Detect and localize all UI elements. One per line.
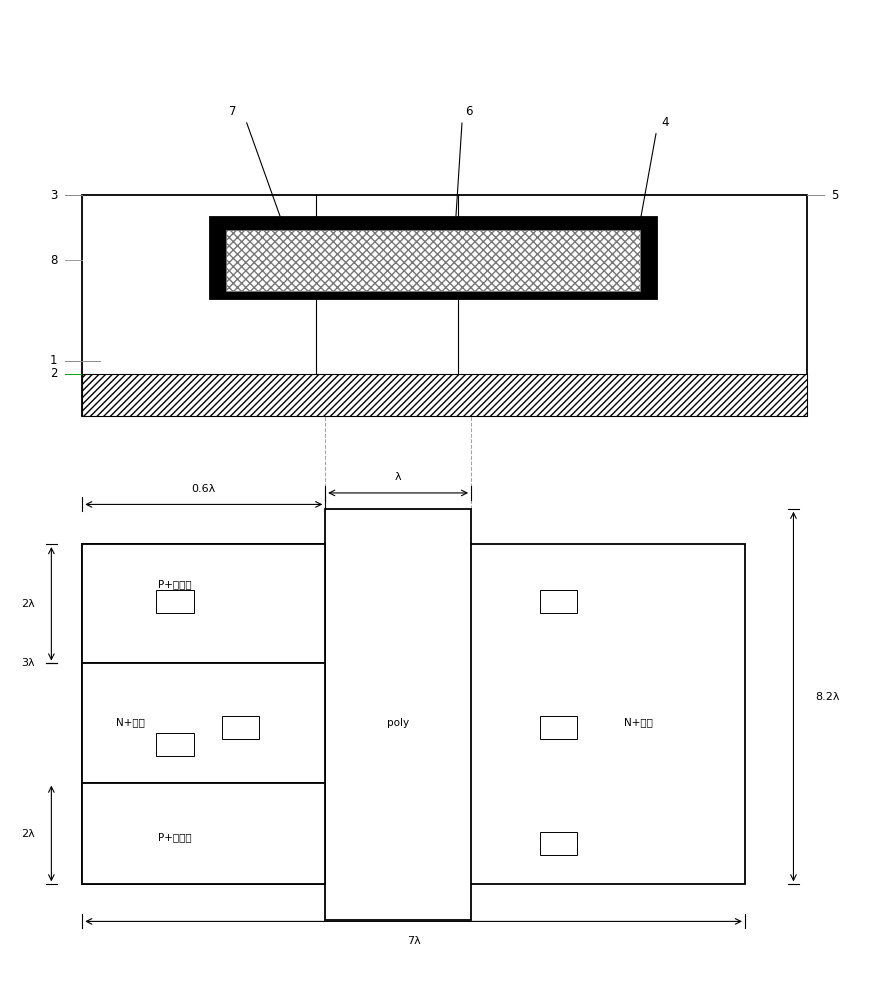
Bar — [83, 195, 806, 416]
Text: 3: 3 — [50, 189, 58, 202]
Text: 7λ: 7λ — [406, 936, 420, 946]
Bar — [83, 663, 325, 783]
Text: 4: 4 — [661, 116, 669, 129]
Text: via: via — [169, 740, 180, 749]
Text: P+有源区: P+有源区 — [158, 579, 192, 589]
Text: 5: 5 — [831, 189, 839, 202]
Bar — [222, 716, 259, 739]
Text: P+有源区: P+有源区 — [158, 832, 192, 842]
Bar — [227, 230, 640, 291]
Text: 2: 2 — [50, 367, 58, 380]
Bar — [540, 716, 577, 739]
Text: N+源端: N+源端 — [116, 718, 145, 728]
Text: N+漏端: N+漏端 — [624, 718, 653, 728]
Bar — [83, 544, 325, 663]
Bar — [156, 590, 194, 613]
Text: 8: 8 — [50, 254, 58, 267]
Text: via: via — [169, 597, 180, 606]
Text: 3λ: 3λ — [20, 658, 35, 668]
Text: via: via — [235, 723, 246, 732]
Bar — [211, 217, 657, 299]
Text: 2λ: 2λ — [20, 829, 35, 839]
Text: 0.6λ: 0.6λ — [192, 484, 216, 494]
Bar — [325, 509, 471, 920]
Bar — [83, 783, 325, 884]
Text: 2λ: 2λ — [20, 599, 35, 609]
Bar — [156, 733, 194, 756]
Text: 1: 1 — [50, 354, 58, 367]
Text: poly: poly — [388, 718, 410, 728]
Text: via: via — [553, 723, 565, 732]
Text: 8.2λ: 8.2λ — [815, 692, 840, 702]
Bar — [83, 374, 806, 416]
Bar — [540, 832, 577, 855]
Bar — [83, 544, 745, 884]
Text: 6: 6 — [466, 105, 473, 118]
Text: 7: 7 — [228, 105, 236, 118]
Text: λ: λ — [395, 472, 402, 482]
Text: via: via — [553, 597, 565, 606]
Bar — [540, 590, 577, 613]
Text: via: via — [553, 839, 565, 848]
